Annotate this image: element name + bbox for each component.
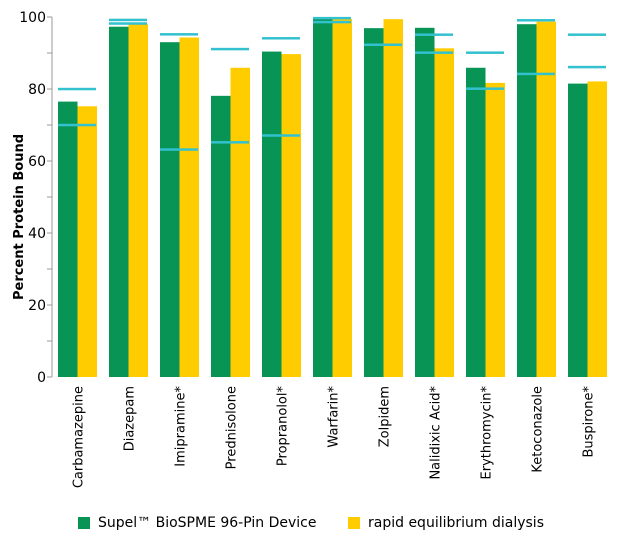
reference-line bbox=[415, 33, 453, 36]
reference-line bbox=[364, 43, 402, 47]
x-category-label: Zolpidem bbox=[378, 386, 393, 447]
x-category-label: Buspirone* bbox=[582, 386, 597, 458]
reference-line bbox=[211, 141, 249, 144]
y-tick-label: 40 bbox=[28, 226, 46, 242]
bar-red bbox=[77, 106, 97, 377]
bar-biospme bbox=[466, 67, 486, 377]
bar-red bbox=[434, 48, 454, 377]
reference-line bbox=[466, 87, 504, 90]
bar-biospme bbox=[313, 18, 333, 378]
y-tick-label: 100 bbox=[19, 10, 46, 26]
reference-line bbox=[109, 18, 147, 22]
reference-line bbox=[313, 16, 351, 20]
bar-biospme bbox=[568, 83, 588, 377]
legend-item-biospme: Supel™ BioSPME 96-Pin Device bbox=[78, 515, 316, 531]
bar-biospme bbox=[262, 51, 282, 378]
x-category-label: Erythromycin* bbox=[480, 386, 495, 480]
reference-line bbox=[211, 47, 249, 51]
reference-line bbox=[415, 51, 453, 54]
x-category-label: Carbamazepine bbox=[72, 386, 87, 488]
y-tick-label: 80 bbox=[28, 82, 46, 98]
reference-line bbox=[568, 33, 606, 36]
bar-red bbox=[587, 81, 607, 377]
reference-line bbox=[160, 148, 198, 151]
x-category-label: Imipramine* bbox=[174, 386, 189, 467]
bar-red bbox=[281, 54, 301, 378]
reference-line bbox=[160, 33, 198, 36]
bar-biospme bbox=[160, 42, 180, 377]
x-category-label: Prednisolone bbox=[225, 386, 240, 469]
legend-label: Supel™ BioSPME 96-Pin Device bbox=[98, 515, 317, 531]
bar-red bbox=[383, 19, 403, 377]
bar-biospme bbox=[58, 101, 78, 377]
legend-label: rapid equilibrium dialysis bbox=[368, 515, 544, 531]
reference-line bbox=[262, 37, 300, 40]
y-tick-label: 60 bbox=[28, 154, 46, 170]
x-category-label: Propranolol* bbox=[276, 386, 291, 467]
y-tick-label: 20 bbox=[28, 298, 46, 314]
bar-red bbox=[332, 18, 352, 378]
legend-item-red: rapid equilibrium dialysis bbox=[348, 515, 544, 531]
reference-line bbox=[466, 51, 504, 54]
x-category-label: Ketoconazole bbox=[531, 386, 546, 473]
x-category-label: Diazepam bbox=[123, 386, 138, 451]
bar-biospme bbox=[415, 27, 435, 378]
legend-swatch-yellow bbox=[348, 517, 360, 529]
bar-biospme bbox=[517, 24, 537, 377]
reference-line bbox=[568, 65, 606, 69]
reference-line bbox=[109, 22, 147, 25]
y-tick-label: 0 bbox=[37, 370, 46, 386]
x-category-label: Warfarin* bbox=[327, 386, 342, 448]
bar-red bbox=[179, 37, 199, 378]
bar-red bbox=[230, 67, 250, 377]
bar-red bbox=[536, 21, 556, 378]
reference-line bbox=[262, 134, 300, 137]
reference-line bbox=[517, 19, 555, 22]
reference-line bbox=[58, 87, 96, 91]
reference-line bbox=[517, 72, 555, 76]
bar-biospme bbox=[364, 28, 384, 377]
bar-red bbox=[128, 24, 148, 377]
x-category-label: Nalidixic Acid* bbox=[429, 386, 444, 480]
bar-biospme bbox=[109, 26, 129, 377]
reference-line bbox=[313, 20, 351, 24]
bar-red bbox=[485, 82, 505, 377]
y-axis-label: Percent Protein Bound bbox=[12, 134, 27, 300]
legend-swatch-green bbox=[78, 517, 90, 529]
bar-biospme bbox=[211, 95, 231, 377]
reference-line bbox=[58, 123, 96, 127]
